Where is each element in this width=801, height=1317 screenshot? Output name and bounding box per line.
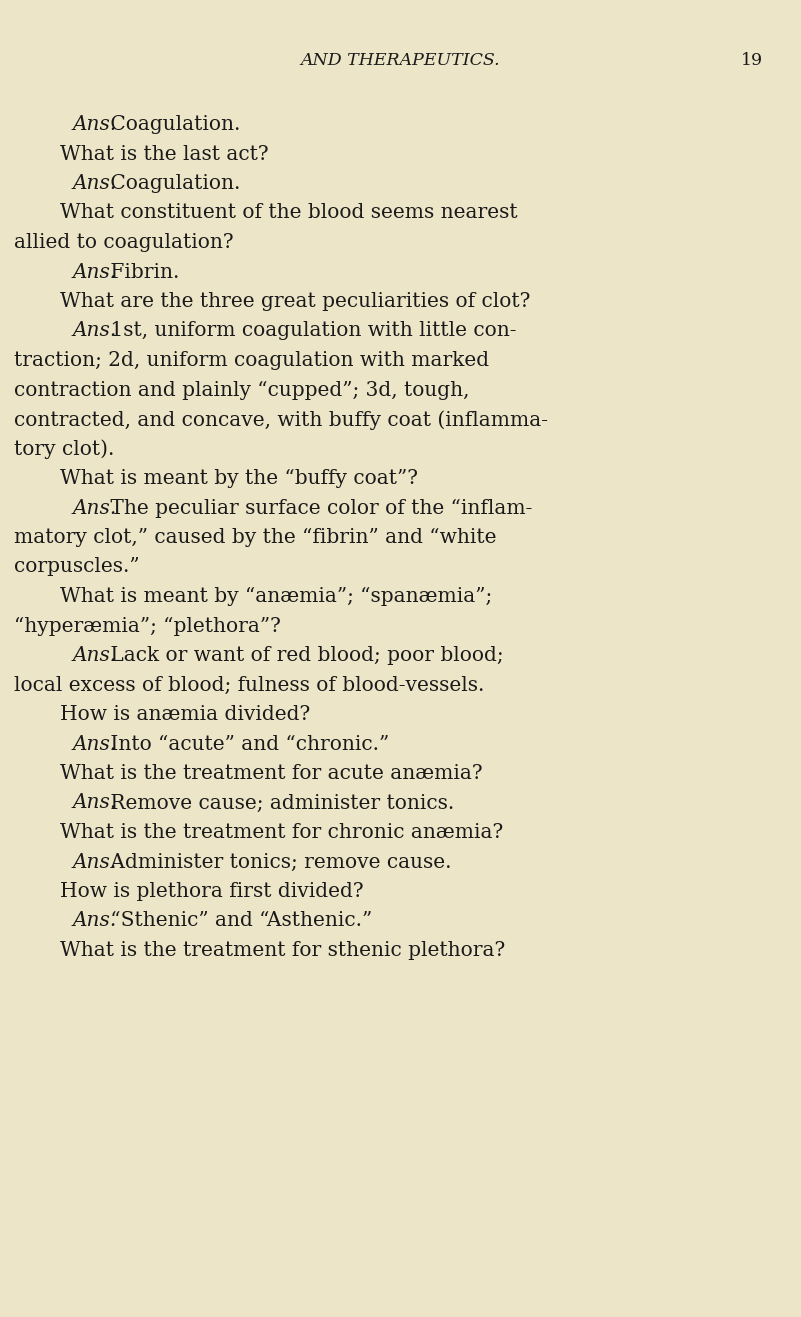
Text: corpuscles.”: corpuscles.” — [14, 557, 140, 577]
Text: What is the treatment for sthenic plethora?: What is the treatment for sthenic pletho… — [60, 942, 505, 960]
Text: Ans.: Ans. — [72, 735, 116, 753]
Text: How is anæmia divided?: How is anæmia divided? — [60, 705, 310, 724]
Text: What is meant by “anæmia”; “spanæmia”;: What is meant by “anæmia”; “spanæmia”; — [60, 587, 493, 606]
Text: matory clot,” caused by the “fibrin” and “white: matory clot,” caused by the “fibrin” and… — [14, 528, 497, 547]
Text: Ans.: Ans. — [72, 911, 116, 931]
Text: Ans.: Ans. — [72, 852, 116, 872]
Text: Administer tonics; remove cause.: Administer tonics; remove cause. — [104, 852, 452, 872]
Text: Ans.: Ans. — [72, 115, 116, 134]
Text: Ans.: Ans. — [72, 321, 116, 341]
Text: Ans.: Ans. — [72, 647, 116, 665]
Text: Ans.: Ans. — [72, 174, 116, 194]
Text: What is the treatment for chronic anæmia?: What is the treatment for chronic anæmia… — [60, 823, 503, 842]
Text: Into “acute” and “chronic.”: Into “acute” and “chronic.” — [104, 735, 389, 753]
Text: Remove cause; administer tonics.: Remove cause; administer tonics. — [104, 794, 454, 813]
Text: 1st, uniform coagulation with little con-: 1st, uniform coagulation with little con… — [104, 321, 517, 341]
Text: Ans.: Ans. — [72, 499, 116, 518]
Text: “Sthenic” and “Asthenic.”: “Sthenic” and “Asthenic.” — [104, 911, 372, 931]
Text: “hyperæmia”; “plethora”?: “hyperæmia”; “plethora”? — [14, 616, 281, 636]
Text: Fibrin.: Fibrin. — [104, 262, 179, 282]
Text: contraction and plainly “cupped”; 3d, tough,: contraction and plainly “cupped”; 3d, to… — [14, 381, 470, 399]
Text: traction; 2d, uniform coagulation with marked: traction; 2d, uniform coagulation with m… — [14, 352, 489, 370]
Text: contracted, and concave, with buffy coat (inflamma-: contracted, and concave, with buffy coat… — [14, 410, 549, 429]
Text: What is the last act?: What is the last act? — [60, 145, 268, 163]
Text: 19: 19 — [741, 51, 763, 68]
Text: AND THERAPEUTICS.: AND THERAPEUTICS. — [300, 51, 501, 68]
Text: Ans.: Ans. — [72, 262, 116, 282]
Text: allied to coagulation?: allied to coagulation? — [14, 233, 234, 252]
Text: local excess of blood; fulness of blood-vessels.: local excess of blood; fulness of blood-… — [14, 676, 485, 694]
Text: How is plethora first divided?: How is plethora first divided? — [60, 882, 364, 901]
Text: What is the treatment for acute anæmia?: What is the treatment for acute anæmia? — [60, 764, 483, 784]
Text: Ans.: Ans. — [72, 794, 116, 813]
Text: tory clot).: tory clot). — [14, 440, 115, 460]
Text: Coagulation.: Coagulation. — [104, 115, 240, 134]
Text: What are the three great peculiarities of clot?: What are the three great peculiarities o… — [60, 292, 530, 311]
Text: What constituent of the blood seems nearest: What constituent of the blood seems near… — [60, 204, 517, 223]
Text: Lack or want of red blood; poor blood;: Lack or want of red blood; poor blood; — [104, 647, 504, 665]
Text: The peculiar surface color of the “inflam-: The peculiar surface color of the “infla… — [104, 499, 533, 518]
Text: Coagulation.: Coagulation. — [104, 174, 240, 194]
Text: What is meant by the “buffy coat”?: What is meant by the “buffy coat”? — [60, 469, 418, 489]
